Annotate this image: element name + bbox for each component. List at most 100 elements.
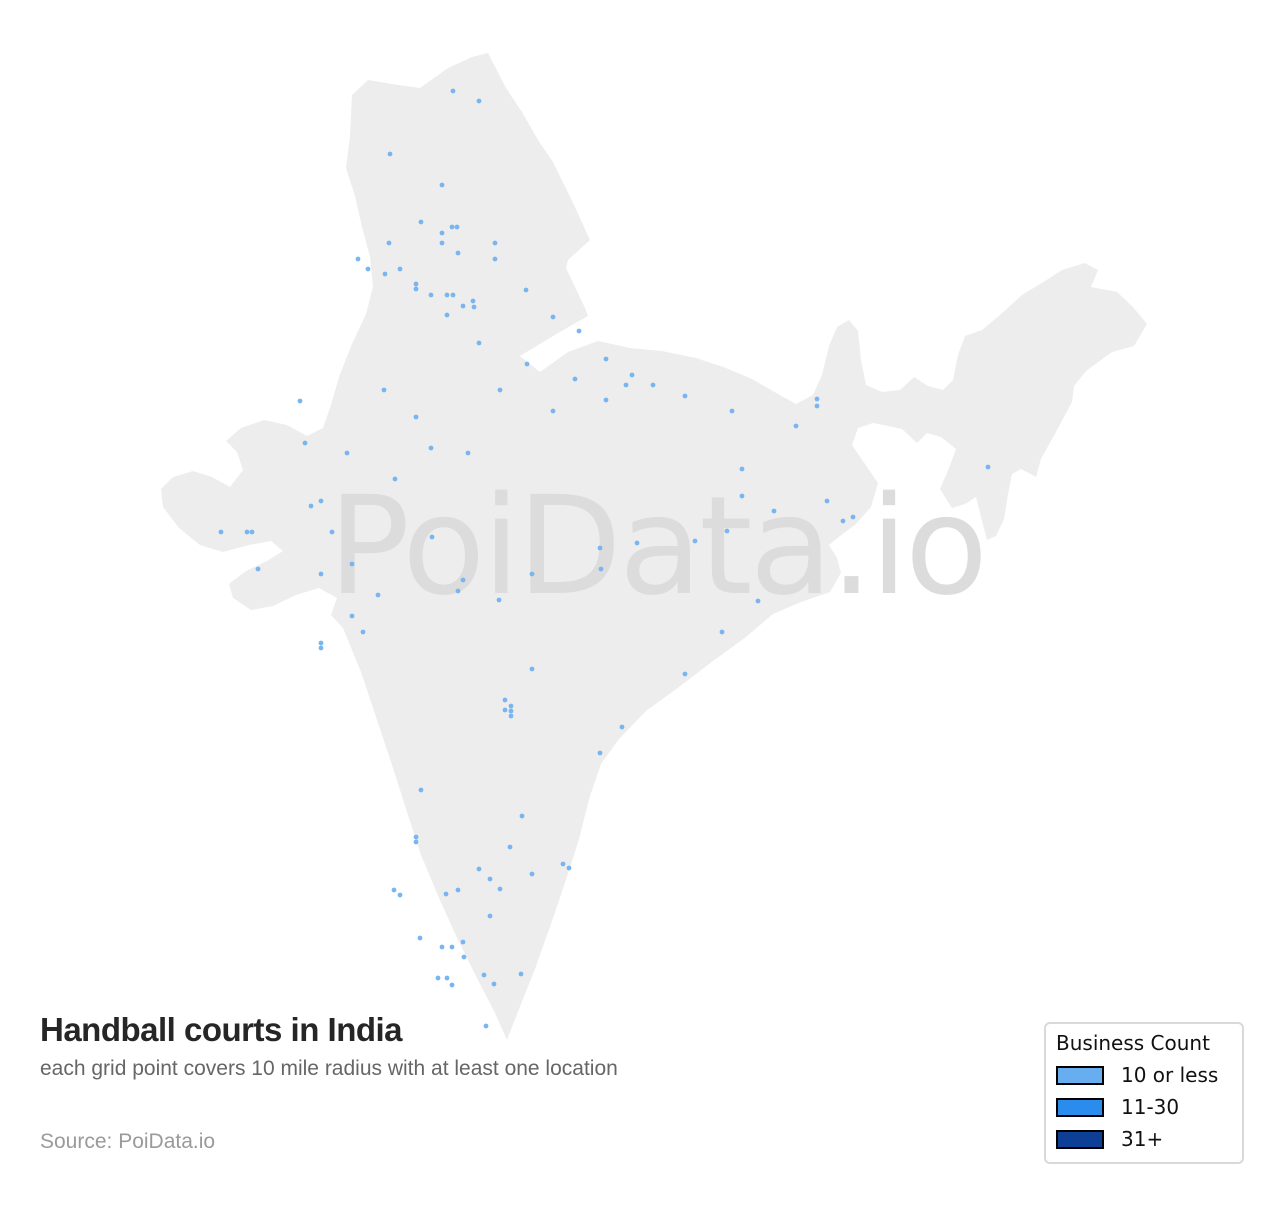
- location-dot: [650, 382, 656, 388]
- location-dot: [529, 666, 535, 672]
- india-map-shape: [161, 53, 1147, 1040]
- location-dot: [985, 464, 991, 470]
- legend-label: 31+: [1121, 1127, 1164, 1151]
- location-dot: [428, 292, 434, 298]
- location-dot: [387, 151, 393, 157]
- location-dot: [417, 935, 423, 941]
- location-dot: [492, 256, 498, 262]
- legend-label: 10 or less: [1121, 1063, 1219, 1087]
- location-dot: [444, 312, 450, 318]
- location-dot: [476, 98, 482, 104]
- location-dot: [392, 476, 398, 482]
- location-dot: [629, 372, 635, 378]
- location-dot: [397, 892, 403, 898]
- location-dot: [375, 592, 381, 598]
- location-dot: [814, 403, 820, 409]
- location-dot: [455, 887, 461, 893]
- location-dot: [461, 954, 467, 960]
- location-dot: [692, 538, 698, 544]
- location-dot: [523, 287, 529, 293]
- location-dot: [308, 503, 314, 509]
- location-dot: [518, 971, 524, 977]
- location-dot: [428, 445, 434, 451]
- location-dot: [397, 266, 403, 272]
- location-dot: [840, 518, 846, 524]
- location-dot: [439, 230, 445, 236]
- location-dot: [508, 703, 514, 709]
- location-dot: [455, 588, 461, 594]
- watermark-text: PoiData.io: [328, 468, 985, 626]
- location-dot: [497, 387, 503, 393]
- location-dot: [244, 529, 250, 535]
- location-dot: [496, 597, 502, 603]
- location-dot: [435, 975, 441, 981]
- location-dot: [755, 598, 761, 604]
- location-dot: [771, 508, 777, 514]
- legend-item: 10 or less: [1056, 1063, 1232, 1087]
- location-dot: [519, 813, 525, 819]
- location-dot: [391, 887, 397, 893]
- location-dot: [413, 414, 419, 420]
- location-dot: [576, 328, 582, 334]
- location-dot: [729, 408, 735, 414]
- location-dot: [318, 571, 324, 577]
- location-dot: [497, 886, 503, 892]
- location-dot: [297, 398, 303, 404]
- location-dot: [550, 408, 556, 414]
- location-dot: [381, 387, 387, 393]
- location-dot: [365, 266, 371, 272]
- location-dot: [418, 219, 424, 225]
- location-dot: [355, 256, 361, 262]
- location-dot: [739, 493, 745, 499]
- location-dot: [439, 240, 445, 246]
- location-dot: [492, 240, 498, 246]
- location-dot: [550, 314, 556, 320]
- location-dot: [360, 629, 366, 635]
- location-dot: [439, 182, 445, 188]
- location-dot: [249, 529, 255, 535]
- location-dot: [418, 787, 424, 793]
- legend-item: 31+: [1056, 1127, 1232, 1151]
- location-dot: [470, 298, 476, 304]
- location-dot: [619, 724, 625, 730]
- location-dot: [502, 707, 508, 713]
- location-dot: [386, 240, 392, 246]
- location-dot: [454, 224, 460, 230]
- location-dot: [682, 393, 688, 399]
- location-dots: [218, 88, 991, 1029]
- location-dot: [449, 982, 455, 988]
- location-dot: [344, 450, 350, 456]
- location-dot: [449, 944, 455, 950]
- location-dot: [218, 529, 224, 535]
- legend-title: Business Count: [1056, 1031, 1210, 1055]
- location-dot: [491, 981, 497, 987]
- location-dot: [349, 561, 355, 567]
- location-dot: [349, 613, 355, 619]
- location-dot: [724, 528, 730, 534]
- location-dot: [476, 866, 482, 872]
- location-dot: [560, 861, 566, 867]
- legend-label: 11-30: [1121, 1095, 1180, 1119]
- legend-box: Business Count 10 or less 11-30 31+: [1044, 1022, 1244, 1164]
- location-dot: [719, 629, 725, 635]
- location-dot: [487, 876, 493, 882]
- location-dot: [529, 871, 535, 877]
- location-dot: [449, 224, 455, 230]
- location-dot: [255, 566, 261, 572]
- location-dot: [476, 340, 482, 346]
- location-dot: [597, 545, 603, 551]
- location-dot: [460, 577, 466, 583]
- legend-swatch-11-30: [1056, 1097, 1104, 1117]
- location-dot: [444, 292, 450, 298]
- location-dot: [850, 514, 856, 520]
- location-dot: [429, 534, 435, 540]
- location-dot: [483, 1023, 489, 1029]
- location-dot: [634, 540, 640, 546]
- location-dot: [413, 839, 419, 845]
- location-dot: [413, 834, 419, 840]
- page-title: Handball courts in India: [40, 1011, 403, 1048]
- location-dot: [444, 975, 450, 981]
- legend-item: 11-30: [1056, 1095, 1232, 1119]
